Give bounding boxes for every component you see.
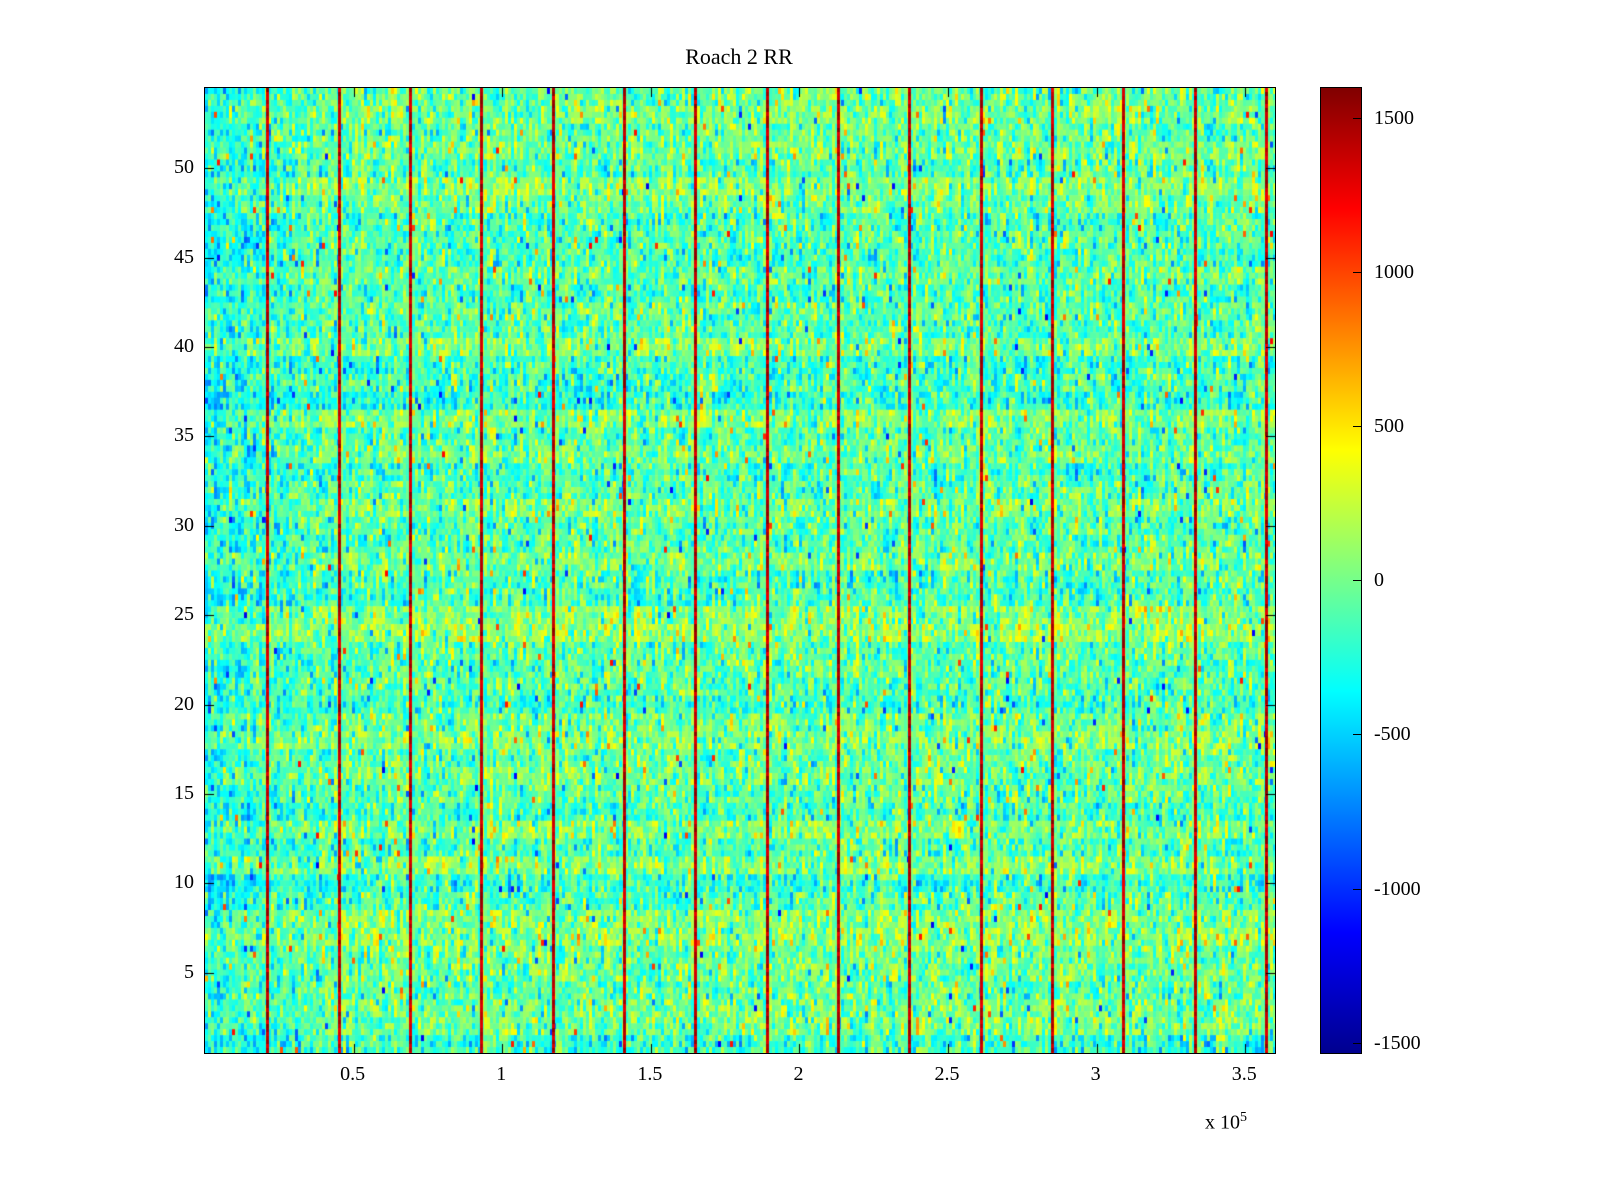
x-exponent-power: 5 bbox=[1240, 1110, 1247, 1125]
y-tick-label: 20 bbox=[174, 692, 194, 715]
y-tick-label: 10 bbox=[174, 871, 194, 894]
x-tick-label: 3.5 bbox=[1231, 1063, 1257, 1085]
colorbar-tick-label: 1500 bbox=[1374, 106, 1414, 129]
colorbar bbox=[1320, 87, 1362, 1054]
colorbar-tick-mark bbox=[1353, 118, 1361, 119]
colorbar-tick-mark bbox=[1353, 889, 1361, 890]
colorbar-tick-mark bbox=[1353, 1043, 1361, 1044]
colorbar-tick-mark bbox=[1353, 272, 1361, 273]
y-tick-label: 15 bbox=[174, 781, 194, 804]
y-tick-label: 5 bbox=[184, 960, 194, 983]
x-exponent-base: x 10 bbox=[1205, 1111, 1240, 1134]
colorbar-tick-label: 0 bbox=[1374, 569, 1384, 592]
x-tick-label: 3 bbox=[1090, 1063, 1101, 1085]
colorbar-tick-mark bbox=[1353, 734, 1361, 735]
y-tick-label: 50 bbox=[174, 156, 194, 179]
x-axis-exponent-label: x 105 bbox=[1205, 1110, 1247, 1135]
y-tick-label: 40 bbox=[174, 335, 194, 358]
plot-area bbox=[204, 87, 1276, 1054]
x-tick-label: 0.5 bbox=[340, 1063, 366, 1085]
y-tick-label: 35 bbox=[174, 424, 194, 447]
x-tick-label: 2 bbox=[793, 1063, 804, 1085]
colorbar-tick-label: 500 bbox=[1374, 415, 1404, 438]
x-tick-label: 1.5 bbox=[637, 1063, 663, 1085]
x-tick-label: 1 bbox=[496, 1063, 507, 1085]
colorbar-tick-mark bbox=[1353, 426, 1361, 427]
x-tick-label: 2.5 bbox=[934, 1063, 960, 1085]
y-tick-label: 30 bbox=[174, 513, 194, 536]
colorbar-tick-label: -1500 bbox=[1374, 1031, 1421, 1054]
plot-title: Roach 2 RR bbox=[685, 44, 793, 69]
y-tick-label: 25 bbox=[174, 603, 194, 626]
y-tick-label: 45 bbox=[174, 245, 194, 268]
colorbar-tick-label: 1000 bbox=[1374, 260, 1414, 283]
colorbar-tick-mark bbox=[1353, 580, 1361, 581]
colorbar-tick-label: -1000 bbox=[1374, 877, 1421, 900]
heatmap-canvas bbox=[205, 88, 1275, 1053]
colorbar-tick-label: -500 bbox=[1374, 723, 1411, 746]
